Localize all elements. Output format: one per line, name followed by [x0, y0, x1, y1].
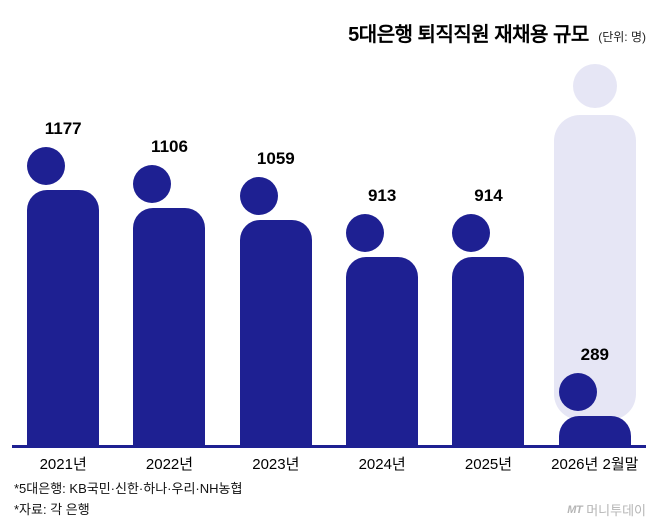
- figure-column-2025: 914: [435, 60, 541, 447]
- person-head-icon: [27, 147, 66, 185]
- figure-column-2022: 1106: [116, 60, 222, 447]
- moneytoday-logo-text: 머니투데이: [586, 503, 646, 518]
- value-label: 914: [474, 186, 503, 206]
- figure-column-2021: 1177: [10, 60, 116, 447]
- year-label-2026: 2026년 2월말: [551, 456, 639, 473]
- footnotes: *5대은행: KB국민·신한·하나·우리·NH농협 *자료: 각 은행: [14, 478, 242, 520]
- figure-columns: 1177 1106 1059: [10, 60, 648, 447]
- ghost-body-shape: [553, 115, 636, 420]
- person-body-shape: [346, 257, 419, 447]
- value-label: 289: [580, 345, 609, 365]
- year-label-2021: 2021년: [39, 456, 87, 473]
- year-label-2024: 2024년: [358, 456, 406, 473]
- footnote-source: *자료: 각 은행: [14, 502, 90, 517]
- figure-column-2023: 1059: [223, 60, 329, 447]
- person-body-shape: [133, 208, 206, 447]
- chart-title-area: 5대은행 퇴직직원 재채용 규모 (단위: 명): [348, 18, 646, 47]
- person-icon: [346, 214, 419, 447]
- x-axis-labels: 2021년 2022년 2023년 2024년 2025년 2026년 2월말: [10, 453, 648, 474]
- ghost-person-silhouette: [541, 60, 648, 447]
- person-head-icon: [239, 177, 278, 216]
- unit-label: (단위: 명): [598, 30, 646, 44]
- person-icon: [239, 177, 312, 447]
- person-body-shape: [452, 257, 525, 447]
- person-head-icon: [133, 165, 172, 204]
- moneytoday-logo: MT 머니투데이: [567, 500, 646, 519]
- person-head-icon: [452, 214, 491, 253]
- chart-area: 1177 1106 1059: [10, 60, 648, 448]
- page-title: 5대은행 퇴직직원 재채용 규모: [348, 24, 589, 46]
- ghost-head-icon: [572, 64, 617, 108]
- person-body-shape: [558, 416, 631, 447]
- person-head-icon: [558, 373, 597, 412]
- person-body-shape: [27, 190, 100, 447]
- year-label-2023: 2023년: [252, 456, 300, 473]
- mt-logo-mark: MT: [567, 503, 583, 516]
- person-icon: [133, 165, 206, 447]
- person-head-icon: [346, 214, 385, 253]
- figure-column-2024: 913: [329, 60, 435, 447]
- value-label: 1177: [44, 119, 82, 138]
- person-icon: [558, 373, 631, 447]
- year-label-2025: 2025년: [464, 456, 513, 473]
- value-label: 913: [367, 186, 397, 206]
- year-label-2022: 2022년: [145, 456, 194, 473]
- value-label: 1106: [151, 137, 188, 157]
- x-axis-line: [12, 445, 646, 448]
- person-icon: [27, 147, 100, 447]
- footnote-banks: *5대은행: KB국민·신한·하나·우리·NH농협: [14, 481, 243, 496]
- person-icon: [452, 214, 525, 447]
- value-label: 1059: [256, 149, 295, 169]
- figure-column-2026: 289: [542, 60, 648, 447]
- person-body-shape: [239, 220, 312, 447]
